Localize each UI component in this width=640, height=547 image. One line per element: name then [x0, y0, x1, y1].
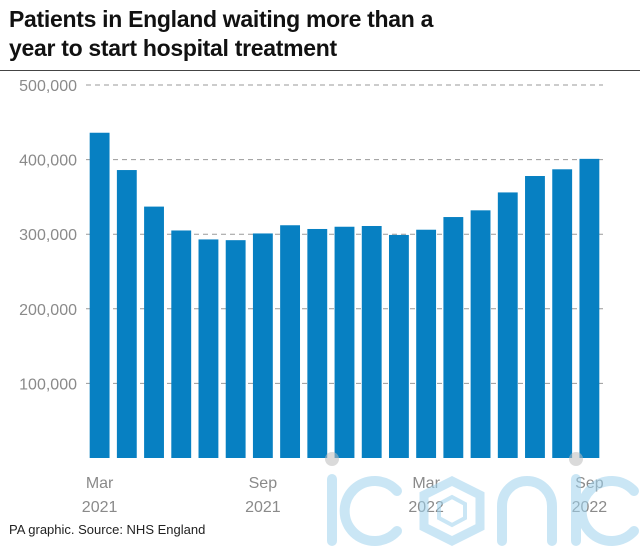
- bar: [470, 210, 491, 458]
- watermark-n: [497, 476, 557, 546]
- bar: [307, 228, 328, 458]
- y-tick-label: 400,000: [19, 153, 77, 170]
- y-tick-label: 100,000: [19, 376, 77, 393]
- bar: [497, 192, 518, 458]
- bar: [416, 229, 437, 458]
- bar: [552, 169, 573, 458]
- bar: [443, 217, 464, 458]
- watermark-c2: [576, 476, 639, 546]
- chart-title-line-1: Patients in England waiting more than a: [9, 6, 434, 32]
- x-tick-label-month: Mar: [86, 475, 114, 492]
- y-tick-label: 500,000: [19, 78, 77, 95]
- bar: [252, 233, 273, 458]
- source-note: PA graphic. Source: NHS England: [9, 522, 206, 537]
- watermark-i2-dot: [569, 452, 583, 466]
- watermark-o-hexagon: [419, 475, 485, 547]
- bar: [361, 225, 382, 458]
- bar: [334, 226, 355, 458]
- x-tick-label-year: 2021: [82, 499, 118, 516]
- bar: [116, 170, 137, 458]
- bar: [280, 225, 301, 458]
- bar: [144, 206, 164, 458]
- chart-title-line-2: year to start hospital treatment: [9, 35, 337, 61]
- iconic-watermark: [325, 452, 639, 547]
- bar: [525, 176, 545, 458]
- bar: [225, 240, 246, 458]
- y-tick-label: 200,000: [19, 302, 77, 319]
- watermark-c1: [339, 476, 402, 546]
- bar: [198, 239, 219, 458]
- x-tick-label-year: 2021: [245, 499, 281, 516]
- bar: [171, 230, 192, 458]
- x-tick-label-month: Sep: [249, 475, 278, 492]
- bar: [388, 234, 409, 458]
- bar: [579, 158, 600, 458]
- watermark-i-dot: [325, 452, 339, 466]
- watermark-o-inner-hexagon: [437, 494, 467, 528]
- chart-title: Patients in England waiting more than a …: [9, 5, 629, 63]
- y-tick-label: 300,000: [19, 227, 77, 244]
- bar: [89, 132, 110, 458]
- title-divider: [0, 70, 640, 71]
